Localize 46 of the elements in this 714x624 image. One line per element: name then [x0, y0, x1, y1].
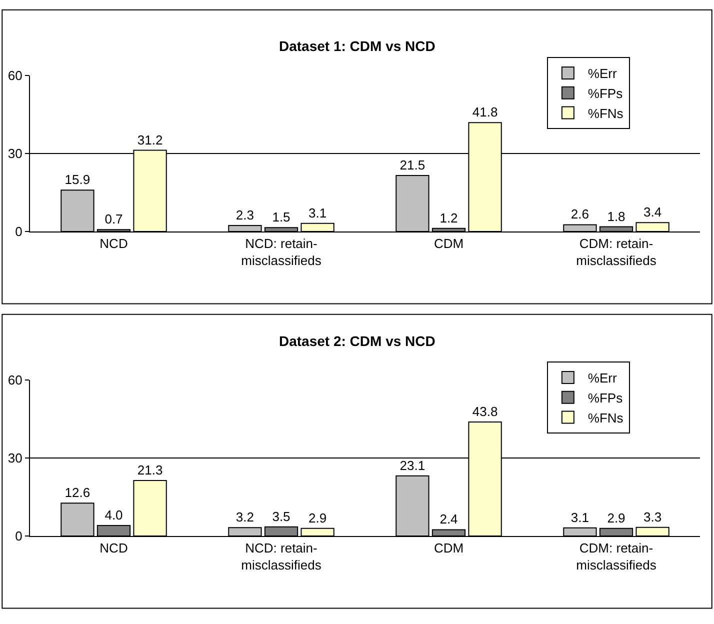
x-tick-label: CDM — [434, 236, 464, 252]
data-label: 1.2 — [440, 210, 458, 226]
y-tick-label: 60 — [8, 372, 22, 388]
legend-label: %FPs — [588, 390, 624, 406]
legend-label: %FPs — [588, 86, 624, 101]
data-label: 41.8 — [472, 104, 498, 120]
legend-label: %Err — [588, 370, 618, 386]
y-tick-label: 0 — [15, 528, 22, 544]
data-label: 3.2 — [236, 510, 254, 525]
y-tick-label: 0 — [15, 224, 22, 240]
data-label: 31.2 — [137, 132, 163, 148]
x-tick-label: NCD — [100, 540, 128, 556]
x-tick-label: NCD — [100, 236, 128, 252]
data-label: 15.9 — [64, 172, 90, 188]
chart-title: Dataset 2: CDM vs NCD — [279, 333, 436, 349]
legend-label: %Err — [588, 66, 618, 82]
x-tick-label: NCD: retain-misclassifieds — [241, 236, 322, 268]
data-label: 3.1 — [308, 205, 327, 220]
data-label: 3.4 — [644, 204, 662, 220]
y-tick-label: 30 — [8, 146, 22, 161]
legend-label: %FNs — [588, 106, 624, 121]
data-label: 2.3 — [236, 207, 254, 222]
legend-label: %FNs — [588, 410, 624, 426]
y-tick-label: 30 — [8, 450, 22, 466]
data-label: 43.8 — [472, 404, 498, 419]
data-label: 4.0 — [104, 508, 123, 523]
data-label: 1.5 — [272, 210, 290, 225]
x-tick-label: CDM: retain-misclassifieds — [576, 236, 657, 268]
data-label: 21.5 — [400, 158, 426, 173]
data-label: 2.4 — [440, 512, 458, 527]
data-label: 3.1 — [570, 510, 589, 525]
data-label: 1.8 — [607, 208, 626, 224]
data-label: 0.7 — [104, 212, 123, 227]
y-tick-label: 60 — [8, 68, 22, 83]
chart-title: Dataset 1: CDM vs NCD — [279, 38, 436, 54]
data-label: 23.1 — [400, 458, 426, 473]
data-label: 2.9 — [607, 510, 626, 526]
data-label: 2.6 — [570, 206, 589, 222]
x-tick-label: CDM: retain-misclassifieds — [576, 540, 657, 572]
x-tick-label: CDM — [434, 540, 464, 556]
x-tick-label: NCD: retain-misclassifieds — [241, 540, 322, 572]
data-label: 3.5 — [272, 508, 290, 524]
data-label: 12.6 — [64, 485, 90, 500]
data-label: 3.3 — [644, 509, 662, 524]
data-label: 21.3 — [137, 462, 163, 478]
data-label: 2.9 — [308, 510, 327, 526]
